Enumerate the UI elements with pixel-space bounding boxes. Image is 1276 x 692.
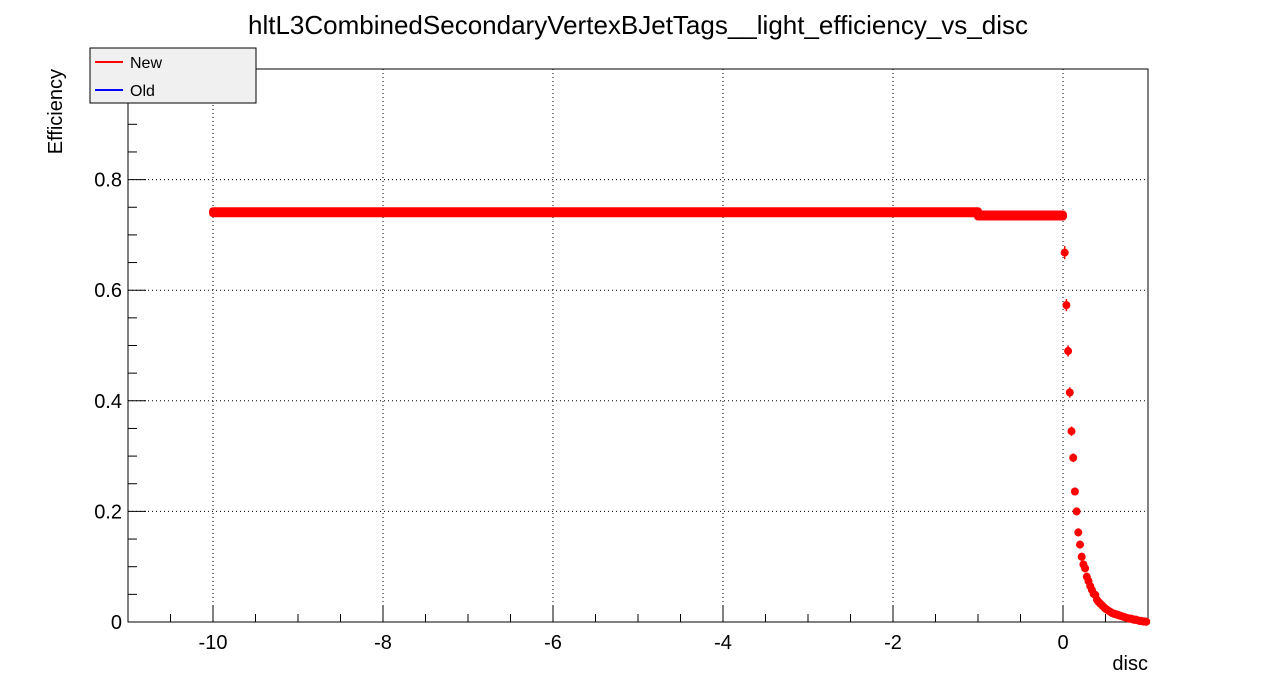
data-point [1067, 427, 1076, 436]
ticks-layer [127, 68, 1149, 623]
data-point [1072, 507, 1081, 516]
grid-layer [128, 69, 1148, 622]
legend-label-old: Old [130, 83, 155, 100]
x-tick-label: 0 [1057, 632, 1068, 654]
data-point [1081, 564, 1090, 573]
y-axis-label: Efficiency [45, 69, 67, 154]
x-tick-label: -6 [544, 632, 562, 654]
x-tick-label: -10 [199, 632, 228, 654]
legend-label-new: New [130, 55, 162, 72]
data-point [1077, 552, 1086, 561]
x-tick-label: -4 [714, 632, 732, 654]
y-tick-label: 0.8 [94, 170, 122, 192]
legend: New Old [89, 47, 257, 104]
data-point [1069, 453, 1078, 462]
data-point [1064, 347, 1073, 356]
data-band-new [209, 207, 982, 218]
tick-labels-layer: -10 -8 -6 -4 -2 0 0 0.2 0.4 0.6 0.8 [94, 170, 1068, 654]
y-tick-label: 0.2 [94, 501, 122, 523]
data-point [1065, 388, 1074, 397]
data-point [1060, 248, 1069, 257]
legend-box [89, 47, 257, 104]
data-point [1076, 540, 1084, 549]
x-tick-label: -8 [374, 632, 392, 654]
data-band-new [974, 210, 1067, 221]
data-point [1074, 528, 1083, 537]
data-point [1062, 301, 1071, 310]
plot-frame [127, 68, 1149, 623]
x-tick-label: -2 [884, 632, 902, 654]
x-axis-label: disc [1112, 653, 1148, 675]
data-point [1142, 617, 1151, 626]
data-layer [209, 207, 1151, 626]
y-tick-label: 0.6 [94, 280, 122, 302]
data-point [1070, 487, 1079, 496]
chart-title: hltL3CombinedSecondaryVertexBJetTags__li… [248, 10, 1028, 40]
y-tick-label: 0 [111, 612, 122, 634]
y-tick-label: 0.4 [94, 391, 122, 413]
